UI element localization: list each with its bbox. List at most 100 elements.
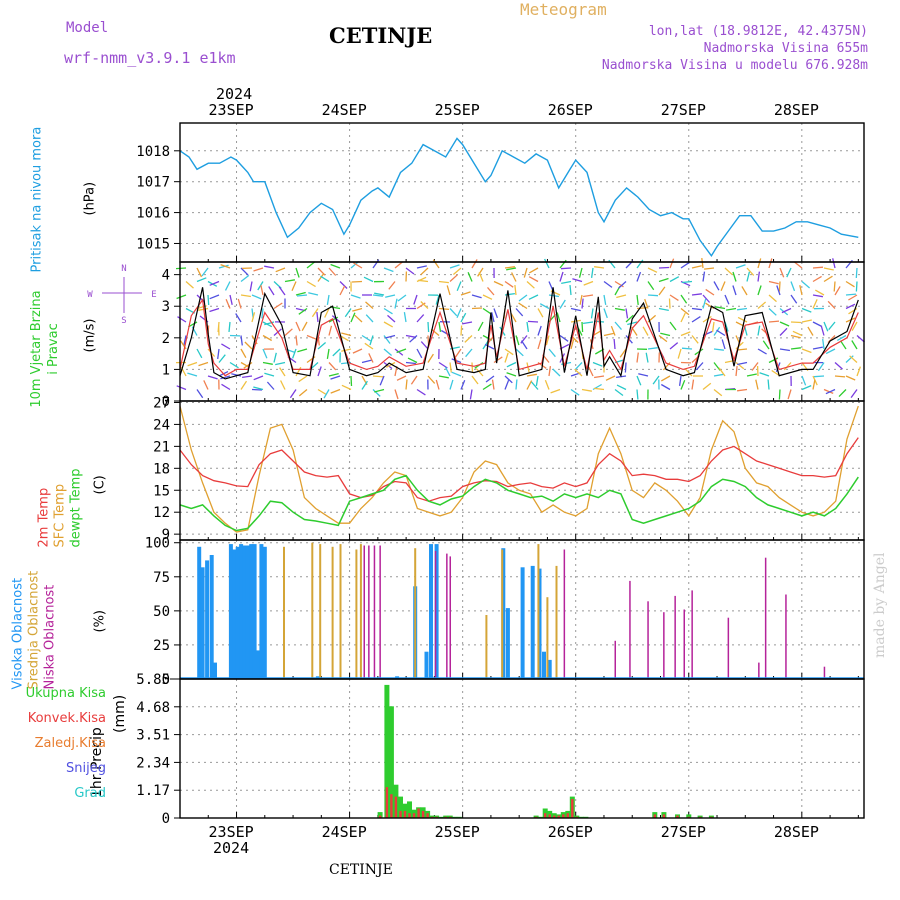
y-tick-label: 15 <box>153 483 170 499</box>
wind-arrow <box>713 362 721 371</box>
wind-arrow <box>240 274 250 283</box>
wind-arrow <box>537 339 542 350</box>
wind-arrow <box>684 368 693 377</box>
wind-arrow <box>209 294 220 300</box>
wind-arrow <box>207 294 210 306</box>
precip-total-bar <box>384 684 390 818</box>
wind-arrow <box>781 307 792 314</box>
wind-arrow <box>306 356 316 364</box>
legend-konvek: Konvek.Kisa <box>27 711 106 726</box>
wind-arrow <box>209 280 220 286</box>
wind-arrow <box>332 348 341 357</box>
wind-arrow <box>308 292 319 296</box>
wind-arrow <box>823 275 833 283</box>
wind-arrow <box>790 334 801 339</box>
wind-arrow <box>592 361 603 367</box>
wind-arrow <box>778 389 781 400</box>
wind-arrow <box>658 286 666 296</box>
precip-conv-bar <box>399 810 402 818</box>
wind-arrow <box>452 267 462 275</box>
cloud-bar-mid <box>555 565 558 679</box>
wind-arrow <box>720 281 726 291</box>
wind-arrow <box>262 334 273 342</box>
cloud-bar-low <box>434 550 437 679</box>
wind-arrow <box>229 361 239 369</box>
wind-arrow <box>251 312 256 323</box>
wind-arrow <box>440 329 451 337</box>
wind-arrow <box>511 272 517 282</box>
compass-s: S <box>121 316 126 326</box>
wind-arrow <box>737 316 748 323</box>
wind-arrow <box>383 307 393 315</box>
wind-arrow <box>702 382 712 391</box>
legend-grad: Grad <box>74 786 106 801</box>
wind-arrow <box>471 307 483 310</box>
precip-conv-bar <box>378 815 382 818</box>
wind-arrow <box>570 319 582 323</box>
wind-arrow <box>361 334 371 342</box>
wind-arrow <box>799 285 803 296</box>
wind-arrow <box>681 280 693 284</box>
wind-arrow <box>526 321 530 332</box>
wind-arrow <box>834 375 846 378</box>
wind-arrow <box>647 267 658 273</box>
wind-arrow <box>485 375 495 383</box>
wind-arrow <box>427 375 436 384</box>
temp-2m-line <box>179 437 859 502</box>
y-tick-label: 0 <box>162 672 170 688</box>
wind-arrow <box>385 294 396 298</box>
y-tick-label: 3 <box>162 299 170 315</box>
wind-arrow <box>328 325 333 336</box>
precip-conv-bar <box>408 813 411 818</box>
wind-arrow <box>652 375 660 385</box>
wind-arrow <box>570 307 581 312</box>
y-tick-label: 25 <box>153 638 170 654</box>
precip-total-bar <box>402 803 408 818</box>
wind-arrow <box>691 379 695 390</box>
model-elevation-text: Nadmorska Visina u modelu 676.928m <box>601 58 868 73</box>
wind-arrow <box>822 339 825 350</box>
wind-arrow <box>812 275 822 283</box>
wind-arrow <box>746 267 755 276</box>
bottom-day-label: 27SEP <box>660 823 706 841</box>
cloud-bar-high <box>547 659 552 679</box>
wind-arrow <box>669 321 677 331</box>
compass-w: W <box>87 290 93 300</box>
y-tick-label: 21 <box>153 439 170 455</box>
wind-arrow <box>514 285 517 296</box>
wind-arrow <box>757 285 762 296</box>
model-name: wrf-nmm_v3.9.1 e1km <box>64 49 236 67</box>
wind-arrow <box>702 315 712 323</box>
precip-conv-bar <box>394 796 398 818</box>
wind-arrow <box>677 348 682 359</box>
wind-arrow <box>660 332 671 337</box>
legend-zaledj: Zaledj.Kisa <box>34 736 106 751</box>
wind-arrow <box>704 267 715 270</box>
wind-arrow <box>527 320 539 323</box>
wind-arrow <box>330 388 341 394</box>
wind-arrow <box>801 319 812 323</box>
wind-arrow <box>531 381 539 390</box>
precip-conv-bar <box>566 813 569 818</box>
wind-arrow <box>783 362 792 371</box>
wind-arrow <box>618 281 627 289</box>
cloud-bar-low <box>758 662 760 679</box>
wind-arrow <box>374 388 385 393</box>
wind-arrow <box>528 276 539 283</box>
wind-arrow <box>284 279 296 283</box>
wind-arrow <box>372 259 380 269</box>
wind-arrow <box>183 335 187 346</box>
precip-conv-bar <box>390 794 393 818</box>
cloud-bar-mid <box>355 549 358 679</box>
wind-arrow <box>242 375 253 379</box>
wind-arrow <box>856 366 862 377</box>
y-tick-label: 50 <box>153 604 170 620</box>
wind-arrow <box>801 348 812 354</box>
wind-arrow <box>588 366 594 377</box>
wind-arrow <box>669 258 675 269</box>
wind-arrow <box>526 281 535 289</box>
wind-arrow <box>594 375 605 379</box>
wind-arrow <box>504 352 509 363</box>
wind-arrow <box>535 375 539 387</box>
wind-arrow <box>515 348 524 357</box>
